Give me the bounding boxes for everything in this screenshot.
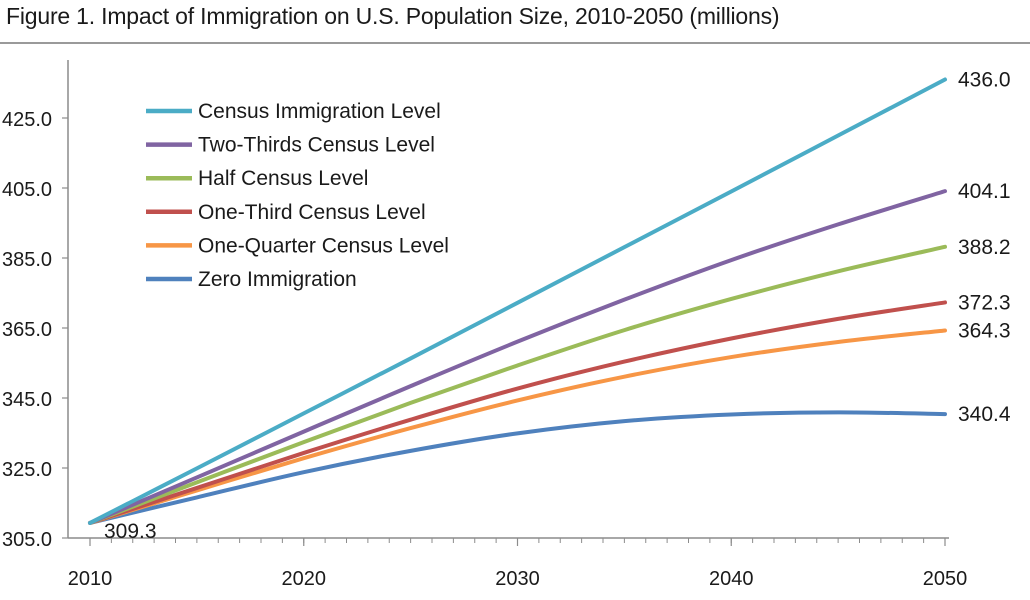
end-label-census-immigration-level: 436.0 — [958, 69, 1011, 92]
end-label-zero-immigration: 340.4 — [958, 403, 1011, 426]
end-label-one-third-census-level: 372.3 — [958, 291, 1011, 314]
series-line-zero-immigration — [88, 410, 947, 525]
y-tick-label: 345.0 — [2, 389, 52, 411]
x-tick-label: 2020 — [282, 568, 327, 590]
x-tick-label: 2050 — [923, 568, 968, 590]
series-line-half-census-level — [88, 244, 947, 525]
end-label-two-thirds-census-level: 404.1 — [958, 180, 1011, 203]
legend-label-one-quarter-census-level: One-Quarter Census Level — [198, 234, 449, 257]
start-value-label: 309.3 — [104, 520, 157, 543]
series-line-two-thirds-census-level — [88, 189, 947, 525]
legend-label-half-census-level: Half Census Level — [198, 167, 368, 190]
legend-label-one-third-census-level: One-Third Census Level — [198, 201, 426, 224]
x-tick-label: 2040 — [709, 568, 754, 590]
legend-label-census-immigration-level: Census Immigration Level — [198, 100, 441, 123]
y-tick-label: 305.0 — [2, 529, 52, 551]
end-label-one-quarter-census-level: 364.3 — [958, 319, 1011, 342]
series-line-one-third-census-level — [88, 300, 947, 525]
chart-data-labels: 436.0 404.1 388.2 372.3 364.3 340.4 309.3 — [104, 69, 1011, 543]
figure-title: Figure 1. Impact of Immigration on U.S. … — [6, 3, 780, 29]
legend-label-zero-immigration: Zero Immigration — [198, 268, 357, 291]
chart-legend: Census Immigration Level Two-Thirds Censu… — [146, 100, 449, 291]
chart-axes: 305.0 325.0 345.0 365.0 385.0 405.0 425.0 2010 2… — [2, 60, 967, 590]
legend-label-two-thirds-census-level: Two-Thirds Census Level — [198, 134, 435, 157]
x-tick-label: 2030 — [495, 568, 540, 590]
series-line-one-quarter-census-level — [88, 328, 947, 525]
y-tick-label: 385.0 — [2, 249, 52, 271]
y-tick-label: 405.0 — [2, 179, 52, 201]
x-tick-label: 2010 — [68, 568, 113, 590]
y-tick-label: 425.0 — [2, 109, 52, 131]
y-tick-label: 365.0 — [2, 319, 52, 341]
chart-series — [88, 77, 947, 525]
series-line-census-immigration-level — [88, 77, 947, 525]
end-label-half-census-level: 388.2 — [958, 236, 1011, 259]
title-divider — [0, 42, 1030, 44]
y-tick-label: 325.0 — [2, 459, 52, 481]
